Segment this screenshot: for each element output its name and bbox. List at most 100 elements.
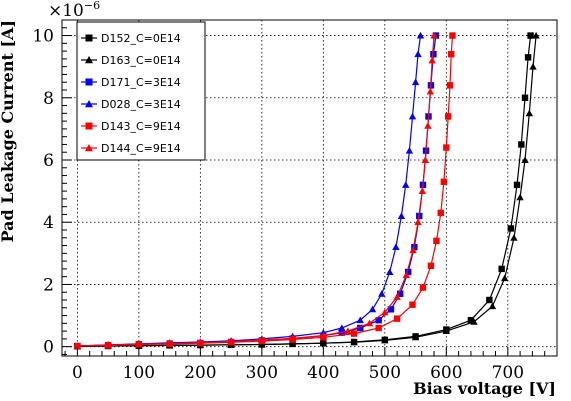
series-line bbox=[77, 35, 422, 347]
data-point bbox=[386, 268, 394, 275]
data-point bbox=[227, 338, 235, 345]
data-point bbox=[411, 78, 420, 86]
x-tick-label: 0 bbox=[72, 363, 83, 383]
legend-label: D171_C=3E14 bbox=[101, 76, 181, 89]
data-point bbox=[396, 290, 404, 297]
data-point bbox=[524, 54, 532, 61]
legend-entry: D028_C=3E14 bbox=[81, 98, 181, 111]
data-point bbox=[73, 342, 82, 349]
data-point bbox=[510, 234, 518, 241]
data-point bbox=[443, 144, 450, 151]
data-point bbox=[424, 122, 432, 129]
data-point bbox=[393, 315, 401, 322]
data-point bbox=[529, 62, 537, 70]
x-tick-label: 600 bbox=[430, 363, 462, 383]
data-point bbox=[501, 274, 509, 282]
series-d144-c-9e14 bbox=[73, 31, 438, 349]
x-tick-label: 300 bbox=[246, 363, 278, 383]
data-point bbox=[165, 339, 174, 347]
data-point bbox=[288, 340, 297, 347]
data-point bbox=[338, 324, 346, 331]
data-point bbox=[135, 340, 143, 348]
legend-entry: D152_C=0E14 bbox=[81, 32, 181, 45]
grid-lines bbox=[62, 20, 557, 356]
data-point bbox=[442, 327, 450, 335]
x-axis-title: Bias voltage [V] bbox=[413, 379, 556, 398]
data-point bbox=[437, 209, 444, 217]
data-point bbox=[356, 316, 364, 324]
data-point bbox=[258, 336, 266, 344]
legend-label: D152_C=0E14 bbox=[101, 32, 181, 45]
data-point bbox=[525, 109, 534, 117]
data-point bbox=[404, 268, 412, 276]
data-point bbox=[446, 82, 454, 89]
data-point bbox=[319, 331, 328, 339]
data-point bbox=[319, 339, 328, 347]
data-point bbox=[467, 317, 475, 324]
data-point bbox=[368, 305, 377, 313]
legend-entry: D163_C=0E14 bbox=[81, 54, 181, 67]
data-point bbox=[414, 50, 422, 58]
data-point bbox=[532, 31, 540, 39]
data-point bbox=[393, 293, 401, 300]
data-point bbox=[448, 51, 455, 58]
legend-box bbox=[76, 21, 206, 161]
data-point bbox=[365, 319, 374, 327]
data-point bbox=[513, 181, 521, 189]
data-point bbox=[488, 302, 497, 310]
data-point bbox=[426, 87, 435, 95]
data-point bbox=[449, 32, 456, 39]
data-point bbox=[402, 181, 410, 188]
x-tick-label: 700 bbox=[492, 363, 524, 383]
series-layer bbox=[73, 31, 540, 350]
x-tick-label: 400 bbox=[307, 363, 339, 383]
legend-label: D163_C=0E14 bbox=[101, 54, 181, 67]
data-point bbox=[408, 112, 417, 120]
legend-entry: D144_C=9E14 bbox=[81, 142, 181, 155]
data-point bbox=[387, 306, 395, 313]
plot-frame bbox=[61, 19, 558, 357]
data-point bbox=[486, 296, 493, 304]
series-line bbox=[77, 35, 435, 347]
data-point bbox=[507, 225, 515, 232]
legend-entry: D171_C=3E14 bbox=[81, 76, 181, 89]
y-tick-label: 10 bbox=[32, 27, 54, 47]
x-tick-label: 100 bbox=[123, 363, 155, 383]
data-point bbox=[516, 193, 524, 201]
data-point bbox=[350, 338, 358, 346]
data-point bbox=[444, 113, 452, 120]
data-point bbox=[397, 212, 406, 219]
x-tick-label: 200 bbox=[184, 363, 216, 383]
data-point bbox=[430, 51, 437, 58]
data-point bbox=[427, 262, 435, 269]
y-tick-label: 2 bbox=[43, 275, 54, 295]
data-point bbox=[428, 56, 436, 64]
legend: D152_C=0E14 D163_C=0E14 D171_C=3E14 D028_C=… bbox=[76, 21, 206, 161]
data-point bbox=[418, 187, 427, 195]
data-point bbox=[402, 271, 411, 279]
data-point bbox=[381, 308, 389, 316]
y-tick-label: 4 bbox=[43, 213, 54, 233]
data-point bbox=[518, 141, 525, 148]
data-point bbox=[521, 94, 529, 101]
data-point bbox=[411, 333, 420, 341]
y-tick-label: 6 bbox=[43, 151, 54, 171]
legend-label: D028_C=3E14 bbox=[101, 98, 181, 111]
y-tick-label: 0 bbox=[43, 338, 54, 358]
data-point bbox=[421, 156, 430, 163]
data-point bbox=[378, 290, 386, 297]
data-point bbox=[350, 330, 358, 337]
data-point bbox=[430, 31, 438, 39]
data-point bbox=[411, 243, 418, 251]
data-point bbox=[344, 327, 352, 335]
data-point bbox=[470, 318, 478, 325]
data-point bbox=[521, 156, 529, 163]
data-point bbox=[375, 317, 382, 324]
data-point bbox=[104, 341, 112, 349]
data-point bbox=[375, 324, 382, 332]
data-point bbox=[416, 31, 425, 39]
data-point bbox=[409, 246, 417, 254]
axes: 0 100 200 300 400 500 600 700 0 2 4 6 8 10 bbox=[32, 19, 546, 383]
data-point bbox=[357, 324, 364, 332]
